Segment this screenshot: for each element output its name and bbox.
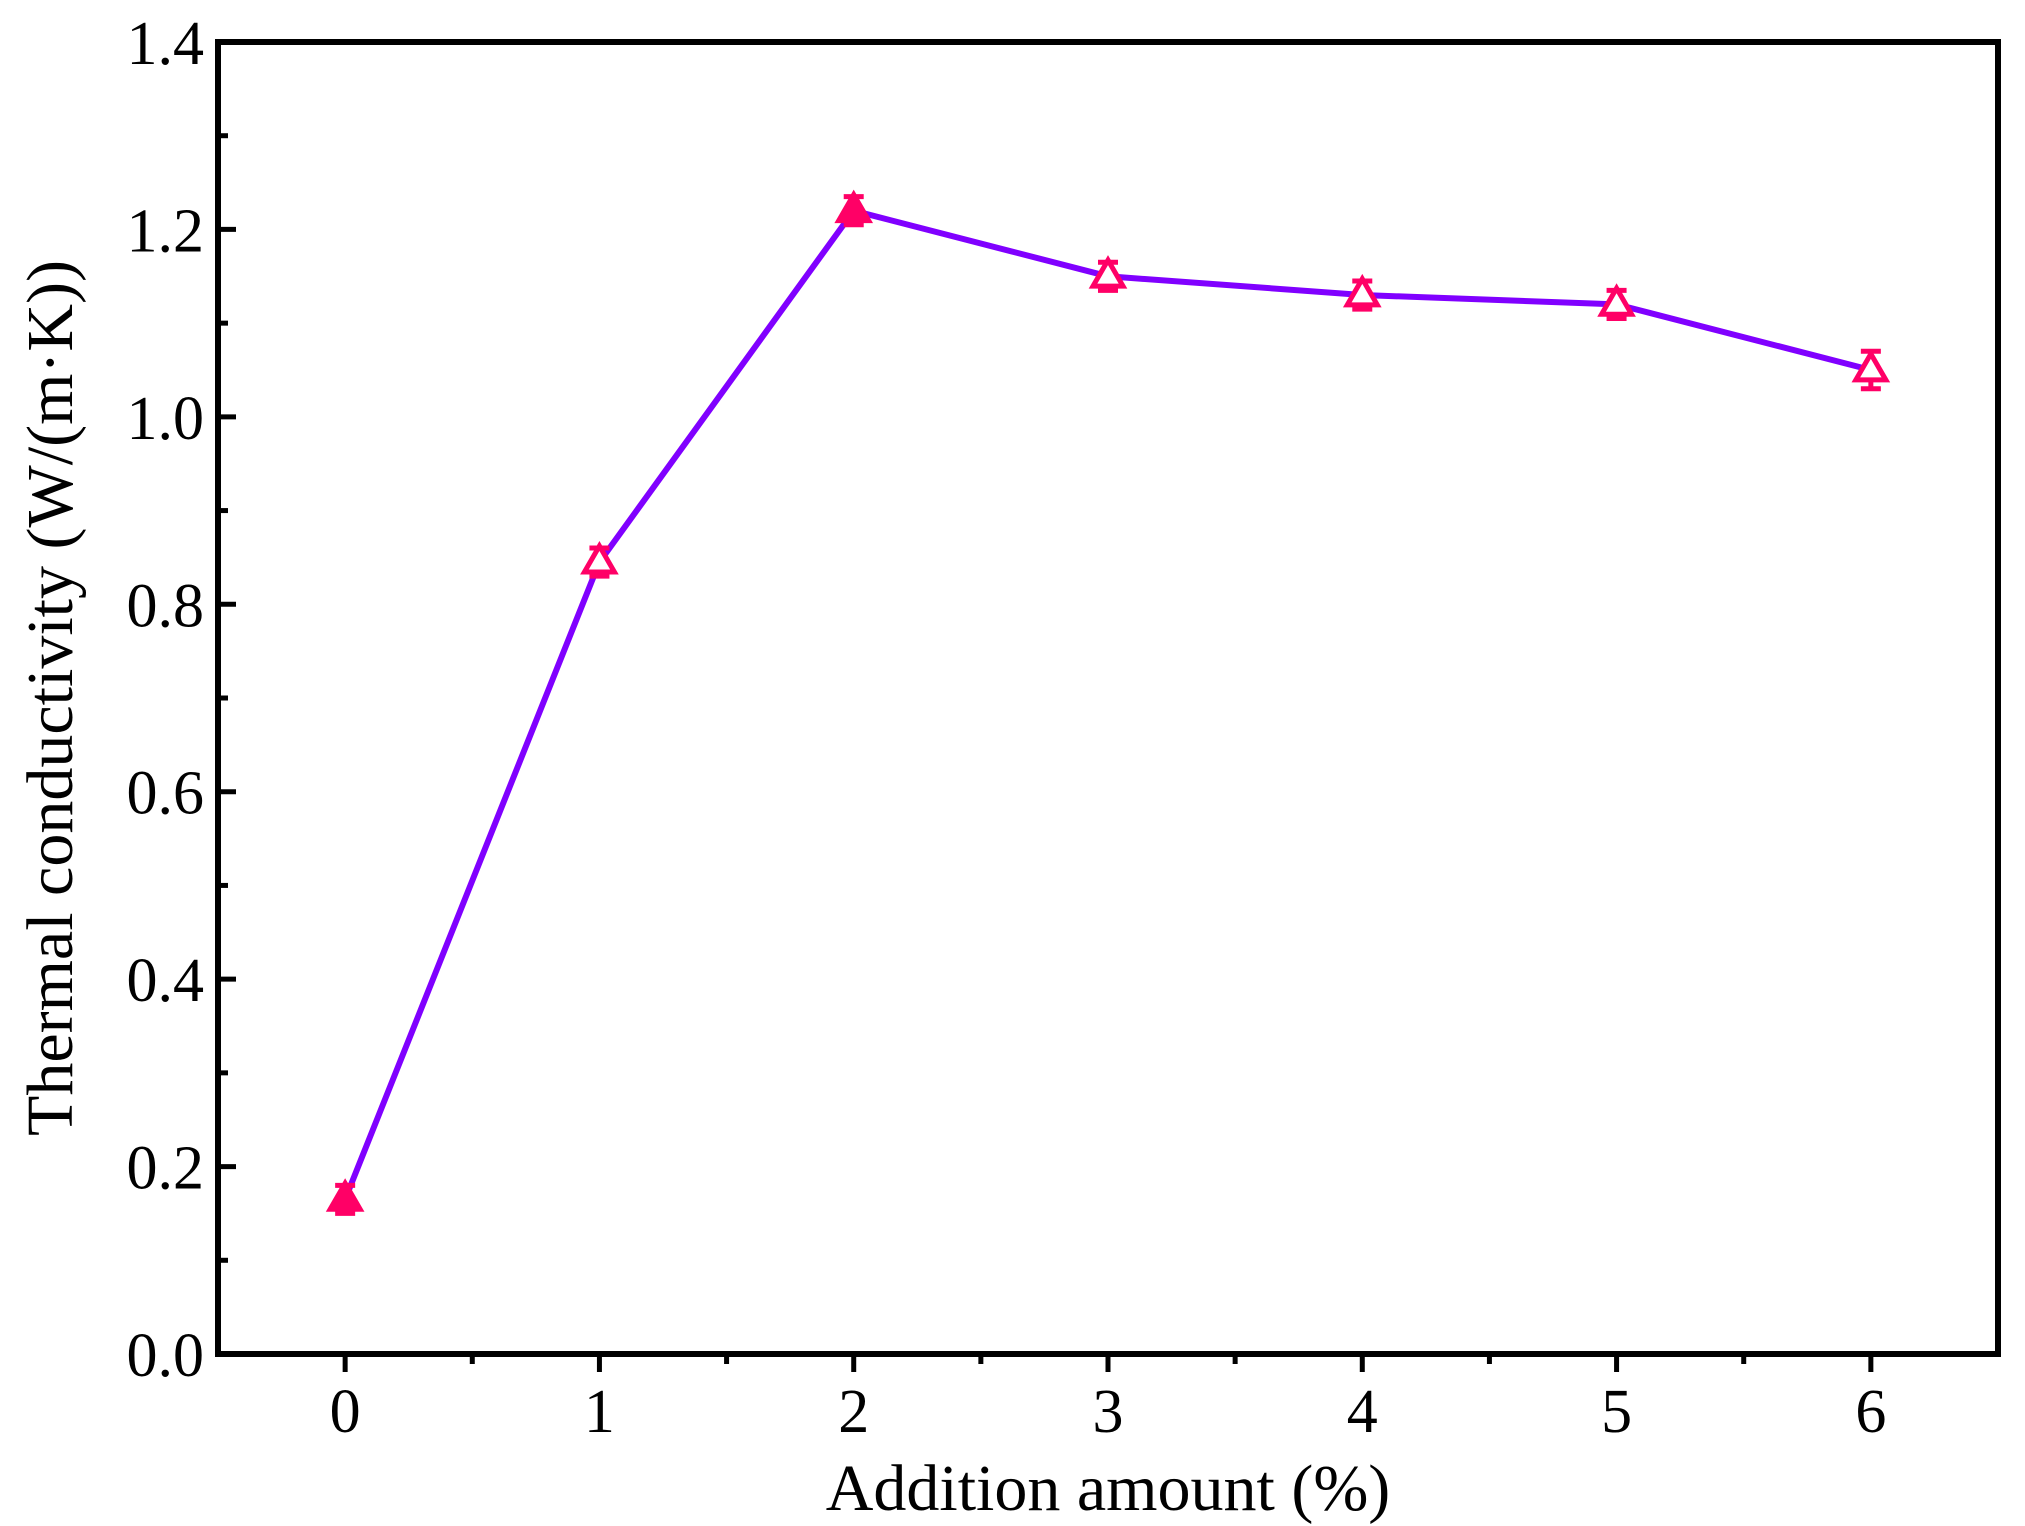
- data-point-marker: [1851, 348, 1891, 383]
- y-tick-label: 1.4: [127, 10, 205, 78]
- series-line: [342, 207, 1872, 1201]
- y-tick-label: 0.2: [127, 1135, 205, 1203]
- x-tick-label: 3: [1093, 1378, 1124, 1446]
- y-tick-label: 0.8: [127, 572, 205, 640]
- data-point-marker: [580, 540, 619, 575]
- y-tick-label: 0.6: [127, 760, 205, 828]
- x-tick-label: 4: [1347, 1378, 1378, 1446]
- x-tick-label: 6: [1855, 1378, 1886, 1446]
- y-tick-label: 0.0: [127, 1322, 205, 1390]
- y-tick-label: 0.4: [127, 947, 205, 1015]
- data-point-marker: [1597, 283, 1636, 317]
- x-tick-label: 2: [838, 1378, 869, 1446]
- series-layer: [325, 189, 1891, 1216]
- x-axis-title: Addition amount (%): [826, 1452, 1391, 1525]
- data-point-marker: [1342, 273, 1382, 308]
- plot-frame: [215, 39, 2001, 1357]
- y-axis-title: Thermal conductivity (W/(m·K)): [14, 260, 87, 1136]
- y-tick-label: 1.2: [127, 197, 205, 265]
- x-axis-ticks: 0 1 2 3 4 5 6: [330, 1354, 1886, 1446]
- x-tick-label: 0: [330, 1378, 361, 1446]
- x-tick-label: 5: [1601, 1378, 1632, 1446]
- y-tick-label: 1.0: [127, 385, 205, 453]
- y-axis-ticks: 0.0 0.2 0.4 0.6 0.8 1.0 1.2 1.4: [127, 10, 236, 1390]
- data-point-marker: [1088, 255, 1128, 289]
- x-tick-label: 1: [584, 1378, 615, 1446]
- data-point-marker: [834, 189, 874, 224]
- data-point-marker: [325, 1178, 365, 1212]
